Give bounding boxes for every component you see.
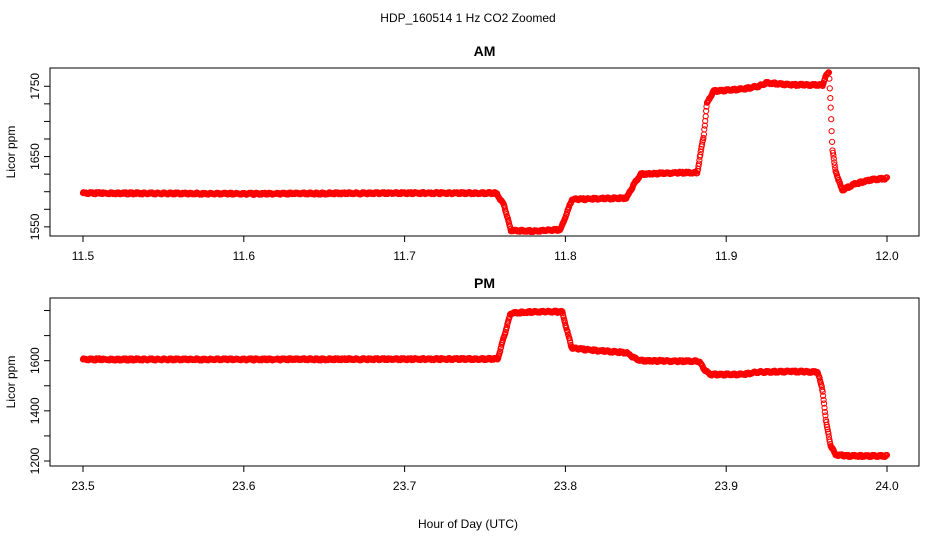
data-point: [700, 131, 708, 138]
plot-frame: [49, 67, 920, 237]
y-tick-label: 1750: [28, 73, 42, 100]
data-point: [822, 412, 829, 419]
data-point: [697, 151, 704, 159]
data-point: [820, 400, 828, 407]
data-point: [703, 107, 710, 115]
figure-title: HDP_160514 1 Hz CO2 Zoomed: [380, 11, 555, 25]
data-point: [827, 104, 834, 111]
data-point: [695, 162, 702, 170]
x-tick-label: 23.6: [232, 479, 256, 493]
data-point: [825, 69, 833, 76]
x-tick-label: 11.5: [72, 249, 95, 263]
x-axis-label: Hour of Day (UTC): [418, 517, 518, 531]
data-point: [820, 396, 827, 403]
x-tick-label: 11.6: [233, 249, 256, 263]
x-tick-label: 23.9: [715, 479, 739, 493]
y-axis-label: Licor ppm: [4, 126, 18, 179]
data-point: [816, 374, 823, 381]
data-point: [695, 160, 703, 167]
x-tick-label: 11.9: [715, 249, 738, 263]
x-tick-label: 23.7: [393, 479, 417, 493]
data-point: [883, 452, 891, 459]
am-panel: AM 11.5 11.6 11.7 11.8 11.9 12.0 1550 1650 1750 Li…: [4, 43, 920, 263]
data-point: [819, 388, 826, 395]
data-point: [826, 436, 833, 443]
y-tick-label: 1550: [28, 213, 42, 240]
x-tick-label: 23.5: [71, 479, 95, 493]
x-tick-label: 23.8: [554, 479, 578, 493]
x-tick-label: 24.0: [875, 479, 899, 493]
data-point: [503, 324, 510, 331]
series-points: [79, 307, 891, 461]
data-point: [701, 122, 708, 129]
panel-title: AM: [474, 43, 496, 59]
data-point: [826, 85, 833, 92]
data-point: [828, 128, 835, 135]
plot-frame: [49, 297, 920, 467]
y-tick-label: 1400: [28, 397, 42, 424]
data-point: [824, 426, 831, 433]
data-point: [830, 155, 837, 162]
data-point: [699, 141, 706, 148]
x-tick-label: 11.8: [554, 249, 577, 263]
data-point: [830, 152, 837, 159]
y-axis-label: Licor ppm: [4, 356, 18, 409]
y-tick-label: 1650: [28, 143, 42, 170]
data-point: [559, 309, 566, 317]
data-point: [694, 170, 701, 177]
pm-panel: PM 23.5 23.6 23.7 23.8 23.9 24.0 1200 1400 1600 Li…: [4, 275, 920, 493]
data-point: [497, 348, 504, 355]
data-point: [820, 392, 827, 399]
data-point: [701, 126, 708, 133]
data-point: [821, 404, 828, 411]
data-point: [831, 162, 838, 169]
data-point: [883, 174, 891, 181]
data-point: [829, 149, 837, 156]
data-point: [828, 116, 835, 123]
data-point: [700, 134, 707, 142]
x-tick-label: 12.0: [875, 249, 899, 263]
data-point: [829, 138, 836, 145]
y-tick-label: 1600: [28, 347, 42, 374]
data-point: [825, 430, 832, 437]
x-tick-label: 11.7: [393, 249, 416, 263]
data-point: [564, 328, 571, 336]
panel-title: PM: [474, 275, 495, 291]
data-point: [827, 95, 834, 102]
data-point: [826, 75, 833, 82]
y-tick-label: 1200: [28, 447, 42, 474]
data-point: [832, 165, 839, 172]
data-point: [821, 408, 829, 416]
data-point: [831, 159, 838, 166]
series-points: [79, 69, 891, 235]
